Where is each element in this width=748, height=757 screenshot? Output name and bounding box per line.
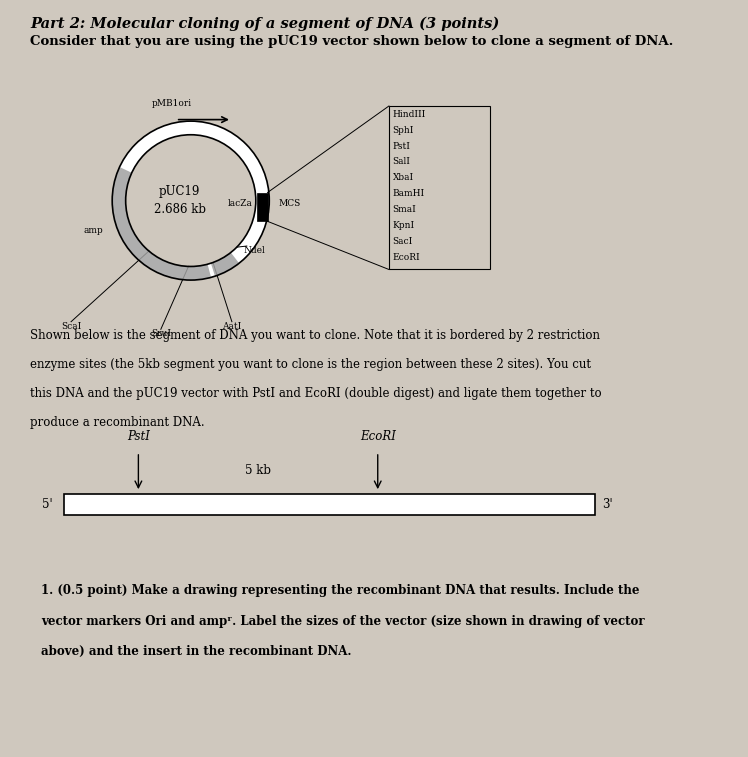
Text: HindIII: HindIII (393, 110, 426, 119)
Text: SacI: SacI (393, 237, 413, 246)
Text: amp: amp (84, 226, 103, 235)
Text: this DNA and the pUC19 vector with PstI and EcoRI (double digest) and ligate the: this DNA and the pUC19 vector with PstI … (30, 387, 601, 400)
Wedge shape (211, 253, 239, 276)
Text: pMB1ori: pMB1ori (152, 99, 192, 108)
Text: vector markers Ori and ampʳ. Label the sizes of the vector (size shown in drawin: vector markers Ori and ampʳ. Label the s… (41, 615, 645, 628)
Text: Consider that you are using the pUC19 vector shown below to clone a segment of D: Consider that you are using the pUC19 ve… (30, 35, 673, 48)
Wedge shape (112, 121, 269, 280)
Text: SalI: SalI (393, 157, 411, 167)
Text: MCS: MCS (279, 199, 301, 208)
Text: EcoRI: EcoRI (360, 430, 396, 443)
Text: SruI: SruI (151, 329, 171, 338)
Text: BamHI: BamHI (393, 189, 425, 198)
Text: SphI: SphI (393, 126, 414, 135)
Text: ScaI: ScaI (61, 322, 82, 331)
Text: Part 2: Molecular cloning of a segment of DNA (3 points): Part 2: Molecular cloning of a segment o… (30, 17, 499, 31)
Bar (389, 106, 490, 269)
Text: above) and the insert in the recombinant DNA.: above) and the insert in the recombinant… (41, 645, 352, 658)
Text: SmaI: SmaI (393, 205, 417, 214)
Text: 5': 5' (42, 497, 52, 511)
Text: PstI: PstI (393, 142, 411, 151)
Wedge shape (112, 167, 211, 280)
Text: PstI: PstI (127, 430, 150, 443)
Text: KpnI: KpnI (393, 221, 415, 230)
Text: 5 kb: 5 kb (245, 464, 271, 477)
Text: pUC19: pUC19 (159, 185, 200, 198)
Text: Shown below is the segment of DNA you want to clone. Note that it is bordered by: Shown below is the segment of DNA you wa… (30, 329, 600, 342)
Bar (64, 494, 595, 515)
Text: enzyme sites (the 5kb segment you want to clone is the region between these 2 si: enzyme sites (the 5kb segment you want t… (30, 358, 591, 371)
Text: AatI: AatI (222, 322, 242, 331)
Text: EcoRI: EcoRI (393, 253, 420, 262)
Text: produce a recombinant DNA.: produce a recombinant DNA. (30, 416, 204, 428)
Bar (257, 192, 268, 221)
Text: 3': 3' (602, 497, 613, 511)
Text: Ndel: Ndel (243, 246, 265, 255)
Text: lacZa: lacZa (228, 198, 253, 207)
Text: 1. (0.5 point) Make a drawing representing the recombinant DNA that results. Inc: 1. (0.5 point) Make a drawing representi… (41, 584, 640, 597)
Text: 2.686 kb: 2.686 kb (153, 203, 206, 217)
Text: XbaI: XbaI (393, 173, 414, 182)
